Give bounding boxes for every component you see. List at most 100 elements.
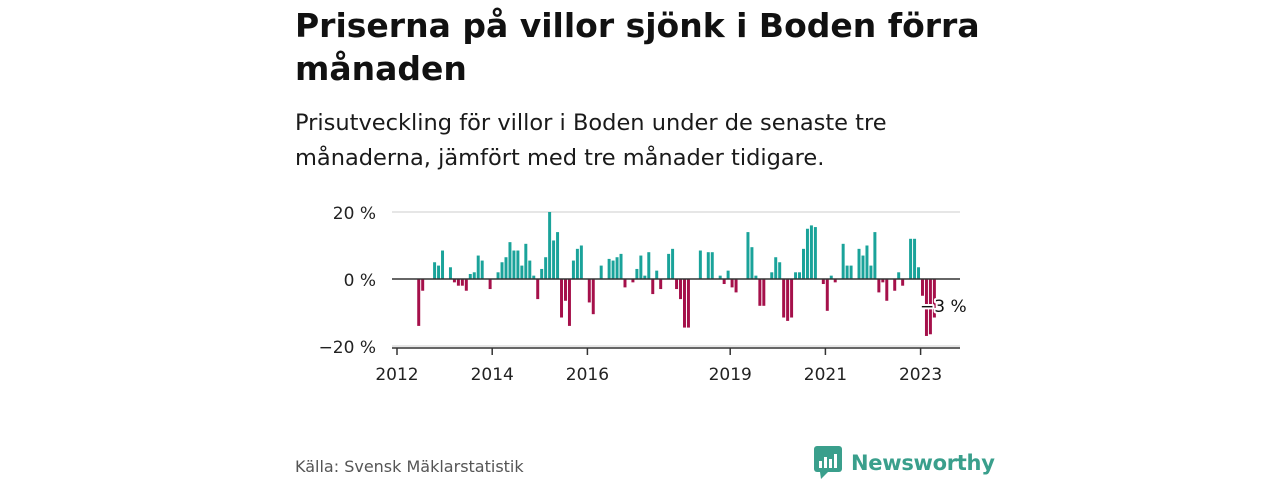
bar [631,279,635,283]
bar [528,260,532,279]
bar [607,258,611,279]
bar [790,279,794,318]
bar [917,267,921,279]
bar [643,275,647,279]
y-tick-label: 0 % [344,271,376,291]
bar [829,275,833,279]
bar [615,257,619,279]
bar [686,279,690,328]
bar [881,279,885,283]
bar [909,238,913,279]
newsworthy-logo[interactable]: Newsworthy [814,446,995,480]
bar [571,260,575,279]
bar [587,279,591,303]
bar-chart: 20 % 0 % −20 % 2012 2014 2016 2019 2021 2023 −3 %… [319,204,969,385]
bar [885,279,889,301]
bar [619,253,623,280]
bar [417,279,421,326]
bar [718,275,722,279]
chart-title: Priserna på villor sjönk i Boden förra m… [295,6,980,88]
bar [468,273,472,279]
bar [496,272,500,279]
bar [433,262,437,279]
bar [786,279,790,321]
bar [897,272,901,279]
bar [778,262,782,279]
bar [901,279,905,286]
bar [544,257,548,279]
bar [802,248,805,279]
bar [734,279,738,293]
bar [536,279,540,300]
bar [464,279,468,291]
bar [552,240,556,279]
bar [746,232,750,279]
bar [452,279,456,283]
bar [508,242,512,279]
bar [512,250,516,279]
bar [813,227,817,279]
bar [865,245,869,279]
bar [750,247,754,279]
bar [849,265,853,279]
tick-labels: 20 % 0 % −20 % 2012 2014 2016 2019 2021 2023 −3 %… [319,204,969,385]
brand-name: Newsworthy [851,451,995,475]
bar [722,279,726,285]
bar [456,279,460,286]
bar [639,255,643,279]
x-tick-label: 2021 [804,365,847,385]
newsworthy-logo-icon [814,446,842,479]
bar [560,279,564,318]
bar [928,279,932,335]
bar [825,279,829,311]
bar [805,228,809,279]
bar [611,260,615,279]
bar [579,245,583,279]
x-tick-label: 2019 [709,365,752,385]
bar [782,279,786,318]
bar [460,279,464,286]
x-tick-label: 2014 [471,365,514,385]
bar [655,270,659,280]
bar [667,253,671,280]
x-tick-label: 2016 [566,365,609,385]
bar [556,232,560,279]
bar [564,279,567,301]
bar [726,270,730,280]
bar [869,265,873,279]
bar [520,265,524,279]
bar [913,238,917,279]
bar [671,248,675,279]
bar [651,279,655,295]
bar [504,257,508,279]
bar [575,248,579,279]
bar [591,279,595,315]
bar [441,250,445,279]
bar [873,232,877,279]
bar [448,267,452,279]
bar [679,279,683,300]
bar [488,279,492,290]
bar [924,279,928,336]
bar [821,279,825,285]
bar [647,252,651,279]
bar [809,225,813,279]
bar [893,279,897,291]
bar [758,279,762,306]
bar [683,279,686,328]
bar [710,252,714,279]
bar [476,255,480,279]
bar [857,248,861,279]
bar [774,257,778,279]
bar [516,250,520,279]
bar [861,255,865,279]
bar [532,275,536,279]
bar [770,272,774,279]
chart-subtitle: Prisutveckling för villor i Boden under … [295,110,887,171]
bar [921,279,924,296]
bar-series [417,212,936,336]
bar [675,279,679,290]
y-tick-label: 20 % [333,204,376,224]
x-tick-label: 2012 [375,365,418,385]
bar [548,212,552,279]
